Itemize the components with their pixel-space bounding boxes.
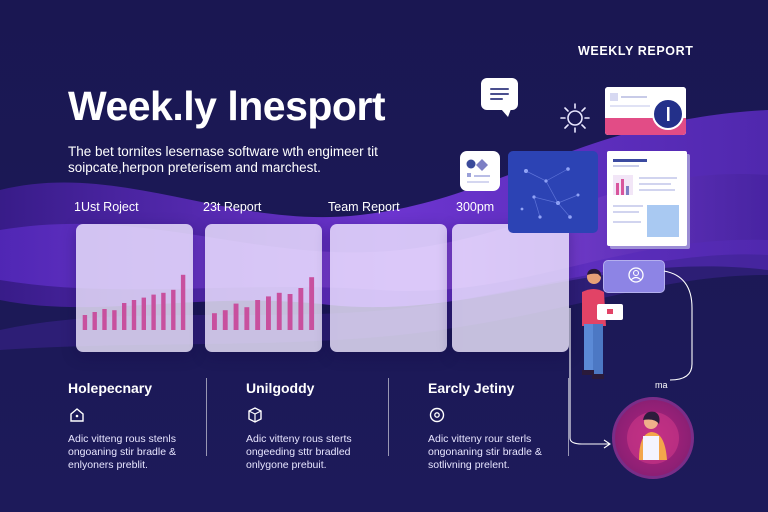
chart-bar — [141, 297, 146, 330]
feature-desc-1: Adic vitteng rous stenls ongoaning stir … — [68, 433, 176, 471]
feature-desc-3: Adic vitteny rour sterls ongonaning stir… — [428, 433, 542, 471]
search-user-icon — [628, 267, 644, 283]
chart-bar — [309, 277, 315, 330]
report-card-4[interactable] — [452, 224, 569, 352]
document-illustration — [607, 151, 687, 246]
chart-bar — [287, 294, 293, 330]
report-card-3[interactable] — [330, 224, 447, 352]
gear-icon — [429, 407, 445, 423]
page-subtitle: The bet tornites lesernase software wth … — [68, 144, 378, 175]
chart-bar — [131, 300, 137, 330]
page-title: Week.ly lnesport — [68, 83, 386, 129]
card-label-2: 23t Report — [203, 200, 262, 214]
avatar — [612, 397, 694, 479]
feature-desc-2: Adic vitteny rous sterts ongeeding sttr … — [246, 433, 352, 471]
chart-bar — [233, 303, 239, 330]
card-label-3: Team Report — [328, 200, 400, 214]
document-art — [613, 159, 679, 237]
feature-title-2: Unilgoddy — [246, 380, 315, 396]
feature-title-1: Holepecnary — [68, 380, 153, 396]
chart-bar — [276, 292, 282, 330]
avatar-person-art — [627, 411, 679, 464]
search-user-chip — [603, 260, 665, 293]
network-dots-art — [520, 167, 580, 219]
chart-bar — [171, 289, 176, 330]
card-label-1: 1Ust Roject — [74, 200, 139, 214]
network-dots-illustration — [508, 151, 598, 233]
feature-divider-3 — [568, 378, 569, 456]
bubble-line — [490, 93, 509, 95]
bubble-line — [490, 88, 509, 90]
chart-bar — [102, 309, 107, 330]
shapes-card-illustration — [460, 151, 500, 191]
home-icon — [70, 408, 84, 422]
chart-bar — [82, 315, 88, 330]
report-card-1[interactable] — [76, 224, 193, 352]
bar-chart-1 — [82, 274, 186, 330]
chart-bar — [212, 313, 217, 330]
chart-bar — [180, 274, 186, 330]
chart-bar — [244, 307, 250, 330]
browser-window-art — [605, 87, 686, 135]
browser-window-illustration — [605, 87, 686, 135]
chart-bar — [255, 300, 261, 330]
bar-chart-2 — [212, 277, 315, 330]
feature-title-3: Earcly Jetiny — [428, 380, 515, 396]
connector-tag: ma — [655, 380, 668, 390]
chart-bar — [161, 292, 166, 330]
eyebrow-label: WEEKLY REPORT — [578, 44, 694, 58]
feature-divider-2 — [388, 378, 389, 456]
report-card-2[interactable] — [205, 224, 322, 352]
person-laptop-illustration — [582, 268, 623, 379]
bubble-line — [490, 98, 503, 100]
chart-bar — [92, 312, 97, 330]
chart-bar — [298, 288, 304, 330]
shapes-card-art — [466, 159, 490, 183]
sun-gear-icon — [560, 103, 590, 133]
feature-divider-1 — [206, 378, 207, 456]
chart-bar — [122, 303, 127, 330]
chart-bar — [112, 310, 117, 330]
chart-bar — [266, 296, 271, 330]
chart-bar — [151, 294, 156, 330]
chat-bubble-icon — [481, 78, 518, 117]
card-label-4: 300pm — [456, 200, 495, 214]
connector-lines — [569, 270, 693, 449]
chart-bar — [222, 310, 228, 330]
cube-icon — [248, 407, 262, 423]
